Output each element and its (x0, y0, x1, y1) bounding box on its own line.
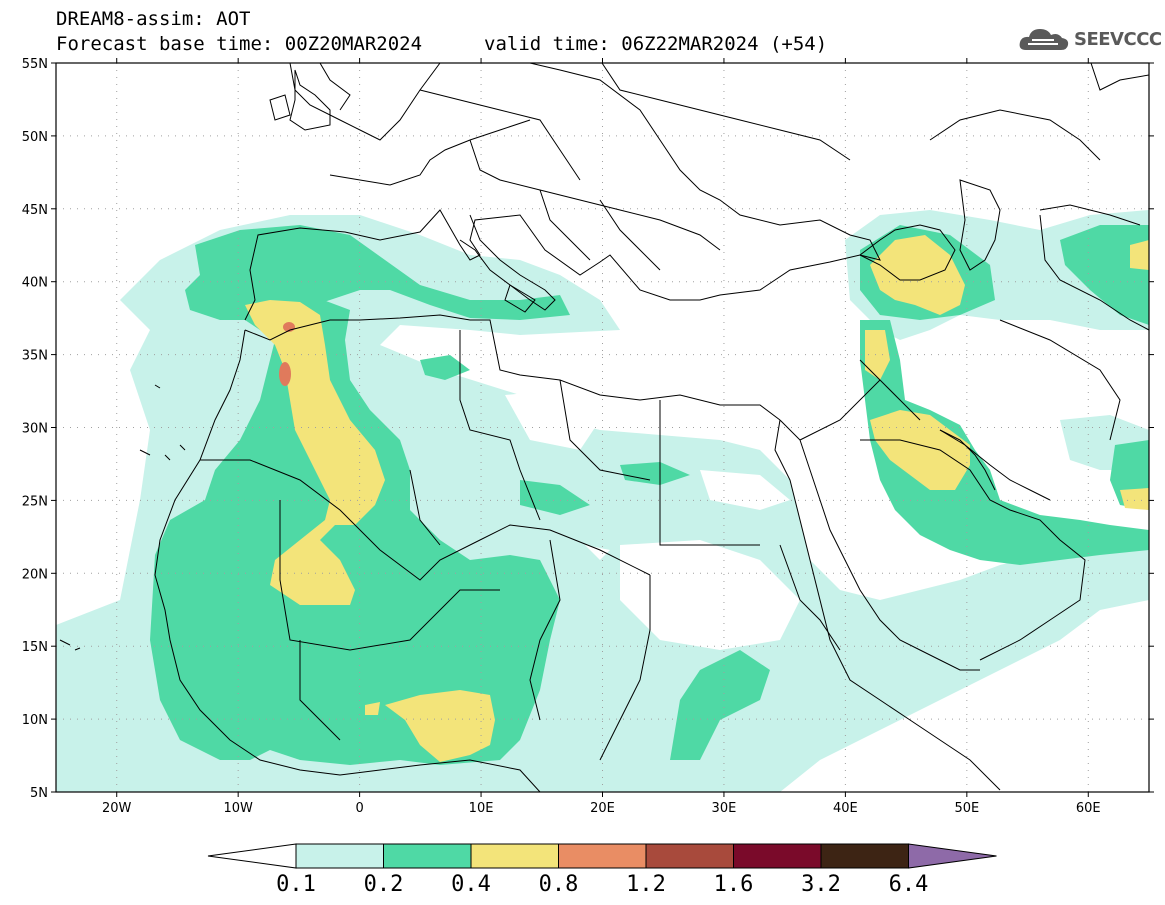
colorbar-under-arrow (207, 843, 297, 869)
colorbar-segment (558, 843, 647, 869)
lon-tick-label: 50E (954, 801, 979, 816)
colorbar-segment (383, 843, 472, 869)
colorbar: 0.1 0.2 0.4 0.8 1.2 1.6 3.2 6.4 (207, 843, 997, 897)
lat-tick-label: 30N (22, 422, 48, 437)
graticule (56, 63, 1149, 792)
coastlines-and-borders (59, 63, 1149, 792)
chart-title: DREAM8-assim: AOT (56, 8, 251, 30)
lon-tick-label: 20E (590, 801, 615, 816)
colorbar-level-label: 3.2 (801, 872, 841, 897)
colorbar-segment (470, 843, 559, 869)
colorbar-segment (820, 843, 909, 869)
colorbar-segment (733, 843, 822, 869)
lat-tick-label: 35N (22, 349, 48, 364)
colorbar-level-label: 0.4 (451, 872, 491, 897)
cloud-logo-icon (1019, 29, 1069, 50)
colorbar-segment (295, 843, 384, 869)
lon-tick-label: 60E (1076, 801, 1101, 816)
lat-tick-label: 40N (22, 276, 48, 291)
lat-tick-label: 10N (22, 713, 48, 728)
colorbar-level-label: 0.2 (364, 872, 404, 897)
aot-contour-0.4 (245, 235, 1149, 762)
seevccc-logo: SEEVCCC (1018, 24, 1162, 54)
aot-clear-holes (300, 260, 800, 650)
colorbar-level-label: 1.2 (626, 872, 666, 897)
lon-tick-label: 30E (712, 801, 737, 816)
latitude-labels: 5N 10N 15N 20N 25N 30N 35N 40N 45N 50N 55N (22, 57, 1154, 801)
colorbar-level-label: 1.6 (714, 872, 754, 897)
lat-tick-label: 5N (30, 786, 48, 801)
colorbar-level-label: 6.4 (889, 872, 929, 897)
lon-tick-label: 0 (355, 801, 363, 816)
lon-tick-label: 10E (469, 801, 494, 816)
valid-time: valid time: 06Z22MAR2024 (+54) (484, 33, 828, 55)
lon-tick-label: 40E (833, 801, 858, 816)
colorbar-segment (645, 843, 734, 869)
logo-text: SEEVCCC (1074, 28, 1162, 50)
colorbar-level-label: 0.1 (276, 872, 316, 897)
colorbar-level-label: 0.8 (539, 872, 579, 897)
forecast-base-time: Forecast base time: 00Z20MAR2024 (56, 33, 423, 55)
longitude-labels: 20W 10W 0 10E 20E 30E 40E 50E 60E (102, 58, 1101, 816)
lon-tick-label: 20W (102, 801, 132, 816)
lat-tick-label: 25N (22, 494, 48, 509)
lat-tick-label: 45N (22, 203, 48, 218)
lon-tick-label: 10W (223, 801, 253, 816)
lat-tick-label: 15N (22, 640, 48, 655)
lat-tick-label: 55N (22, 57, 48, 72)
lat-tick-label: 20N (22, 567, 48, 582)
colorbar-over-arrow (908, 843, 997, 869)
lat-tick-label: 50N (22, 130, 48, 145)
